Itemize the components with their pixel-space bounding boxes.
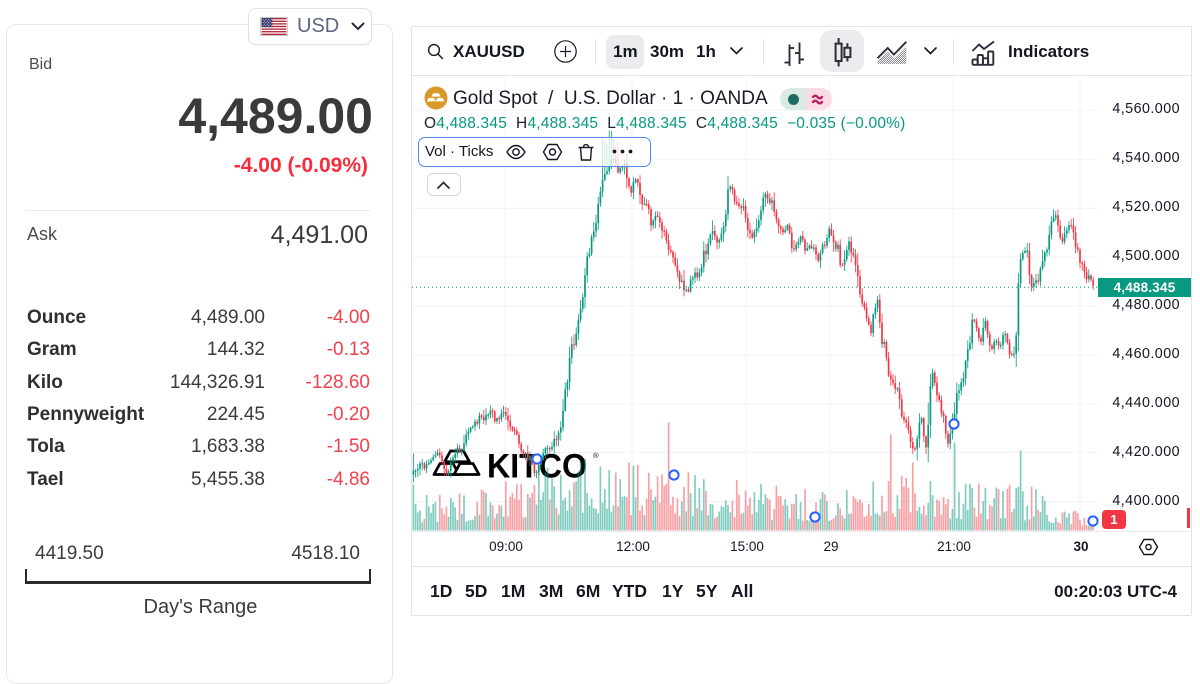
svg-text:1: 1 bbox=[1110, 512, 1117, 527]
svg-text:KITCO: KITCO bbox=[487, 448, 587, 486]
svg-text:®: ® bbox=[593, 451, 599, 460]
